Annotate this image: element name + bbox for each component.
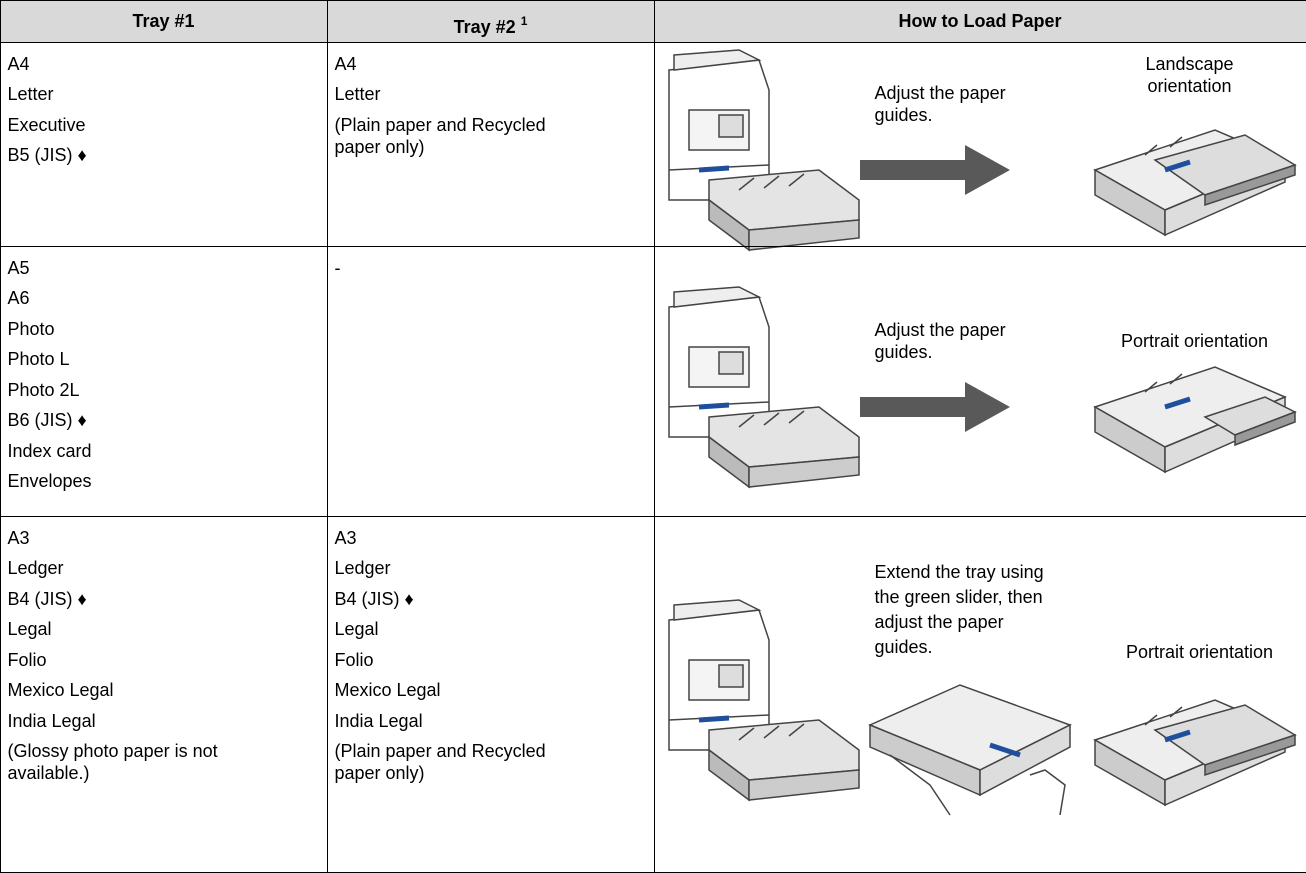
size-item: Executive <box>8 110 327 141</box>
instruction-cell: Adjust the paper guides. Landscape orient… <box>654 42 1306 247</box>
size-item: (Plain paper and Recycled paper only) <box>335 110 580 158</box>
tray-extend-illustration <box>870 685 1070 815</box>
illustration <box>1095 347 1305 477</box>
illustration <box>669 287 869 487</box>
size-item: (Glossy photo paper is not available.) <box>8 736 253 784</box>
illustration <box>860 407 1020 437</box>
header-cell: How to Load Paper <box>654 0 1306 43</box>
printer-illustration <box>669 600 859 800</box>
size-item: Letter <box>8 79 327 110</box>
size-item: Legal <box>8 614 327 645</box>
size-item: A4 <box>8 49 327 80</box>
size-item: Photo <box>8 314 327 345</box>
step-text: Adjust the paper guides. <box>875 319 1025 363</box>
size-item: B6 (JIS) ♦ <box>8 405 327 436</box>
size-item: A6 <box>8 283 327 314</box>
arrow <box>860 145 1010 195</box>
size-item: A3 <box>8 523 327 554</box>
size-item: Photo 2L <box>8 375 327 406</box>
header-cell: Tray #2 1 <box>327 0 655 43</box>
header-cell: Tray #1 <box>0 0 328 43</box>
size-item: B4 (JIS) ♦ <box>335 584 654 615</box>
orientation-text: Landscape orientation <box>1115 53 1265 97</box>
size-item: - <box>335 253 654 284</box>
tray-illustration <box>1095 367 1295 472</box>
tray2-cell: - <box>327 246 655 517</box>
size-item: Mexico Legal <box>8 675 327 706</box>
illustration <box>669 600 869 800</box>
size-item: Ledger <box>335 553 654 584</box>
size-item: Mexico Legal <box>335 675 654 706</box>
footnote-ref: 1 <box>521 14 528 28</box>
header-text: Tray #2 <box>454 17 516 37</box>
step-text: Adjust the paper guides. <box>875 82 1025 126</box>
illustration <box>1095 680 1305 810</box>
tray-illustration <box>1095 130 1295 235</box>
orientation-text: Portrait orientation <box>1095 642 1305 663</box>
instruction-cell: Adjust the paper guides.Portrait orienta… <box>654 246 1306 517</box>
arrow <box>860 382 1010 432</box>
printer-illustration <box>669 287 859 487</box>
size-item: India Legal <box>335 706 654 737</box>
size-item: (Plain paper and Recycled paper only) <box>335 736 580 784</box>
size-item: Envelopes <box>8 466 327 497</box>
step-text: Extend the tray using the green slider, … <box>875 560 1050 660</box>
size-item: B4 (JIS) ♦ <box>8 584 327 615</box>
size-item: Legal <box>335 614 654 645</box>
size-item: Letter <box>335 79 654 110</box>
size-item: A4 <box>335 49 654 80</box>
size-item: Index card <box>8 436 327 467</box>
tray-illustration <box>1095 700 1295 805</box>
illustration <box>1095 110 1305 240</box>
size-item: A5 <box>8 253 327 284</box>
size-item: A3 <box>335 523 654 554</box>
illustration <box>870 685 1080 845</box>
printer-illustration <box>669 50 859 250</box>
size-item: Folio <box>335 645 654 676</box>
header-text: Tray #1 <box>132 11 194 31</box>
size-item: Photo L <box>8 344 327 375</box>
illustration <box>860 170 1020 200</box>
instruction-cell: Extend the tray using the green slider, … <box>654 516 1306 873</box>
header-text: How to Load Paper <box>898 11 1061 31</box>
size-item: Folio <box>8 645 327 676</box>
size-item: Ledger <box>8 553 327 584</box>
illustration <box>669 50 869 250</box>
size-item: India Legal <box>8 706 327 737</box>
size-item: B5 (JIS) ♦ <box>8 140 327 171</box>
